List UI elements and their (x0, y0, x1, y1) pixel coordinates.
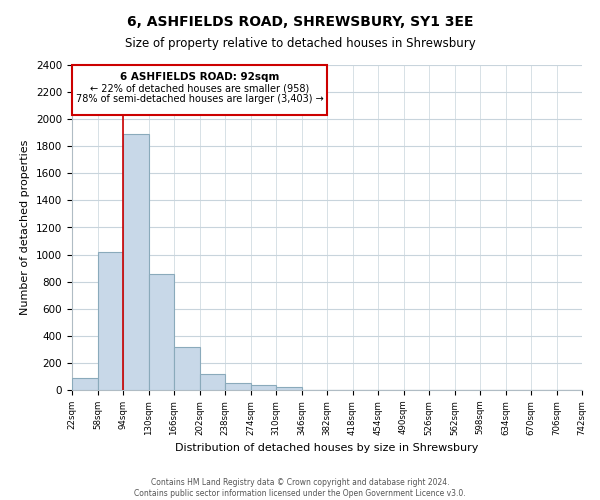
Text: ← 22% of detached houses are smaller (958): ← 22% of detached houses are smaller (95… (90, 84, 309, 94)
Bar (72, 378, 97, 390)
FancyBboxPatch shape (72, 65, 327, 115)
Text: 6 ASHFIELDS ROAD: 92sqm: 6 ASHFIELDS ROAD: 92sqm (120, 72, 279, 83)
X-axis label: Distribution of detached houses by size in Shrewsbury: Distribution of detached houses by size … (175, 443, 479, 453)
Bar (174, 346, 199, 390)
Bar (251, 384, 276, 390)
Bar (276, 386, 302, 390)
Bar (199, 374, 225, 390)
Bar (149, 274, 174, 390)
Text: Contains HM Land Registry data © Crown copyright and database right 2024.
Contai: Contains HM Land Registry data © Crown c… (134, 478, 466, 498)
Bar (97, 252, 123, 390)
Bar (225, 383, 251, 390)
Bar (123, 134, 149, 390)
Text: Size of property relative to detached houses in Shrewsbury: Size of property relative to detached ho… (125, 38, 475, 51)
Text: 78% of semi-detached houses are larger (3,403) →: 78% of semi-detached houses are larger (… (76, 94, 323, 104)
Text: 6, ASHFIELDS ROAD, SHREWSBURY, SY1 3EE: 6, ASHFIELDS ROAD, SHREWSBURY, SY1 3EE (127, 15, 473, 29)
Y-axis label: Number of detached properties: Number of detached properties (20, 140, 31, 315)
